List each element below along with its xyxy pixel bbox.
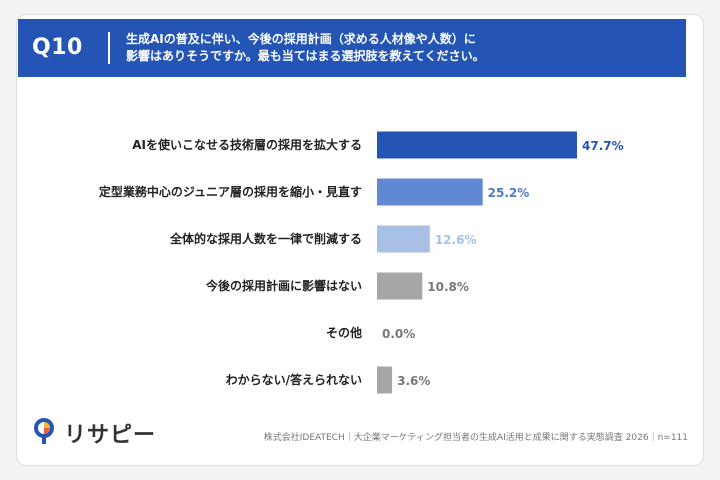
bar [377, 131, 577, 159]
category-label: 今後の採用計画に影響はない [205, 278, 362, 293]
question-line-2: 影響はありそうですか。最も当てはまる選択肢を教えてください。 [126, 49, 485, 63]
value-label: 10.8% [427, 280, 469, 294]
bar [377, 225, 430, 253]
value-label: 25.2% [488, 186, 530, 200]
question-text: 生成AIの普及に伴い、今後の採用計画（求める人材像や人数）に 影響はありそうです… [126, 31, 666, 65]
category-label: わからない/答えられない [226, 372, 362, 387]
category-label: その他 [326, 325, 362, 340]
chart-card [16, 14, 704, 466]
bar [377, 178, 483, 206]
value-label: 3.6% [397, 374, 430, 388]
value-label: 12.6% [435, 233, 477, 247]
value-label: 0.0% [382, 327, 415, 341]
logo-text: リサピー [64, 423, 157, 448]
question-line-1: 生成AIの普及に伴い、今後の採用計画（求める人材像や人数）に [126, 32, 476, 46]
question-header: Q10 生成AIの普及に伴い、今後の採用計画（求める人材像や人数）に 影響はあり… [18, 19, 686, 77]
bar [377, 366, 393, 394]
value-label: 47.7% [582, 139, 624, 153]
source-note: 株式会社IDEATECH｜大企業マーケティング担当者の生成AI活用と成果に関する… [263, 433, 688, 443]
header-divider [108, 32, 110, 64]
risapy-logo-icon [34, 418, 54, 444]
category-label: AIを使いこなせる技術層の採用を拡大する [132, 137, 362, 152]
category-label: 定型業務中心のジュニア層の採用を縮小・見直す [99, 184, 362, 199]
question-number: Q10 [32, 35, 83, 60]
category-label: 全体的な採用人数を一律で削減する [169, 231, 362, 246]
bar [377, 272, 423, 300]
